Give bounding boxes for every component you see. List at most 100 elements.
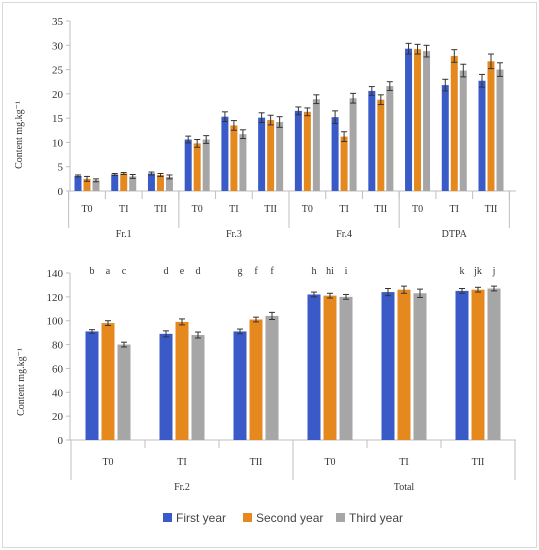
bottom-y-tick-label: 20 [52, 411, 64, 423]
top-category-label: TII [264, 204, 277, 215]
bottom-significance-letter: hi [326, 266, 334, 277]
top-bar-first-year [368, 90, 376, 191]
top-bar-first-year [111, 174, 119, 191]
top-bar-second-year [156, 174, 164, 191]
bottom-category-label: T0 [102, 457, 113, 468]
top-bar-third-year [349, 98, 357, 191]
bottom-bar-first-year [85, 331, 99, 440]
top-bar-first-year [478, 80, 486, 191]
bottom-bar-first-year [381, 292, 395, 440]
top-bar-third-year [423, 51, 431, 191]
bottom-category-label: TII [250, 457, 263, 468]
bottom-y-tick-label: 140 [47, 268, 64, 280]
bottom-significance-letter: d [196, 266, 201, 277]
top-bar-first-year [184, 139, 192, 191]
top-bar-second-year [230, 125, 238, 191]
bottom-bar-second-year [175, 321, 189, 440]
bottom-bar-second-year [249, 319, 263, 440]
bottom-bar-second-year [471, 289, 485, 440]
bottom-significance-letter: a [106, 266, 111, 277]
bottom-significance-letter: g [238, 266, 243, 277]
bottom-significance-letter: b [90, 266, 95, 277]
bottom-bar-second-year [101, 323, 115, 440]
top-bar-first-year [221, 116, 229, 191]
top-bar-first-year [405, 48, 413, 191]
bottom-bar-first-year [233, 331, 247, 440]
top-bar-third-year [276, 122, 284, 191]
top-bar-third-year [386, 86, 394, 191]
top-bar-first-year [294, 110, 302, 191]
top-y-tick-label: 0 [58, 186, 64, 198]
bottom-significance-letter: i [345, 266, 348, 277]
bottom-significance-letter: c [122, 266, 127, 277]
bottom-category-label: TI [399, 457, 408, 468]
top-y-tick-label: 20 [52, 89, 64, 101]
chart-bottom: Content mg.kg⁻¹ 0 20 40 60 80 100 120 140 T0 TI TI… [16, 266, 516, 493]
bottom-bar-third-year [117, 344, 131, 440]
top-group-label: Fr.3 [226, 229, 242, 240]
top-category-label: TI [339, 204, 348, 215]
top-category-label: TI [119, 204, 128, 215]
bottom-bar-third-year [487, 288, 501, 440]
top-bar-third-year [165, 176, 173, 191]
bottom-significance-letter: e [180, 266, 185, 277]
bottom-significance-letter: j [492, 266, 496, 277]
bottom-y-tick-label: 0 [58, 435, 64, 447]
top-bar-first-year [441, 85, 449, 191]
top-y-tick-label: 25 [52, 65, 64, 77]
top-bar-third-year [239, 134, 247, 191]
top-category-label: TII [154, 204, 167, 215]
bottom-y-tick-label: 40 [52, 387, 64, 399]
bottom-bar-first-year [455, 290, 469, 440]
bottom-y-tick-label: 100 [47, 316, 64, 328]
top-y-tick-label: 10 [52, 137, 64, 149]
top-bar-first-year [74, 175, 82, 191]
top-group-label: Fr.4 [336, 229, 352, 240]
top-bar-second-year [120, 173, 128, 191]
top-bar-third-year [129, 176, 137, 191]
top-category-label: TI [229, 204, 238, 215]
bottom-y-tick-label: 60 [52, 363, 64, 375]
top-bar-second-year [377, 99, 385, 191]
legend-label-second-year: Second year [256, 511, 323, 525]
bottom-bar-second-year [323, 295, 337, 440]
chart-top: Content mg.kg⁻¹ 0 5 10 15 20 25 30 35 T0 TI TII T0 T… [14, 16, 516, 240]
top-category-label: T0 [412, 204, 423, 215]
bottom-significance-letter: f [254, 266, 258, 277]
bottom-y-tick-label: 120 [47, 292, 64, 304]
top-bar-third-year [92, 180, 100, 191]
bottom-group-label: Fr.2 [174, 482, 190, 493]
top-y-tick-label: 15 [52, 113, 64, 125]
top-bar-second-year [414, 49, 422, 191]
top-bar-third-year [202, 139, 210, 191]
bottom-bar-first-year [159, 333, 173, 440]
bottom-bar-second-year [397, 289, 411, 440]
bottom-bar-third-year [191, 335, 205, 440]
bottom-significance-letter: h [312, 266, 317, 277]
bottom-significance-letter: f [270, 266, 274, 277]
bottom-bar-third-year [413, 293, 427, 440]
bottom-bar-first-year [307, 294, 321, 440]
top-y-axis-label: Content mg.kg⁻¹ [14, 101, 25, 169]
legend: First year Second year Third year [163, 511, 403, 525]
top-category-label: TII [485, 204, 498, 215]
top-bar-third-year [312, 99, 320, 191]
legend-swatch-first-year [163, 513, 172, 522]
top-category-label: TII [374, 204, 387, 215]
top-y-tick-label: 30 [52, 40, 64, 52]
top-bar-second-year [340, 136, 348, 191]
top-group-label: Fr.1 [116, 229, 132, 240]
bottom-significance-letter: k [460, 266, 465, 277]
bottom-significance-letter: jk [473, 266, 482, 277]
legend-swatch-second-year [243, 513, 252, 522]
bottom-y-axis-label: Content mg.kg⁻¹ [16, 348, 27, 416]
bottom-group-label: Total [394, 482, 415, 493]
top-group-label: DTPA [442, 229, 468, 240]
top-bar-second-year [303, 111, 311, 191]
top-bar-third-year [496, 69, 504, 191]
bottom-bar-third-year [265, 315, 279, 440]
bottom-category-label: TII [472, 457, 485, 468]
top-bar-second-year [267, 120, 275, 191]
top-bar-second-year [83, 178, 91, 191]
